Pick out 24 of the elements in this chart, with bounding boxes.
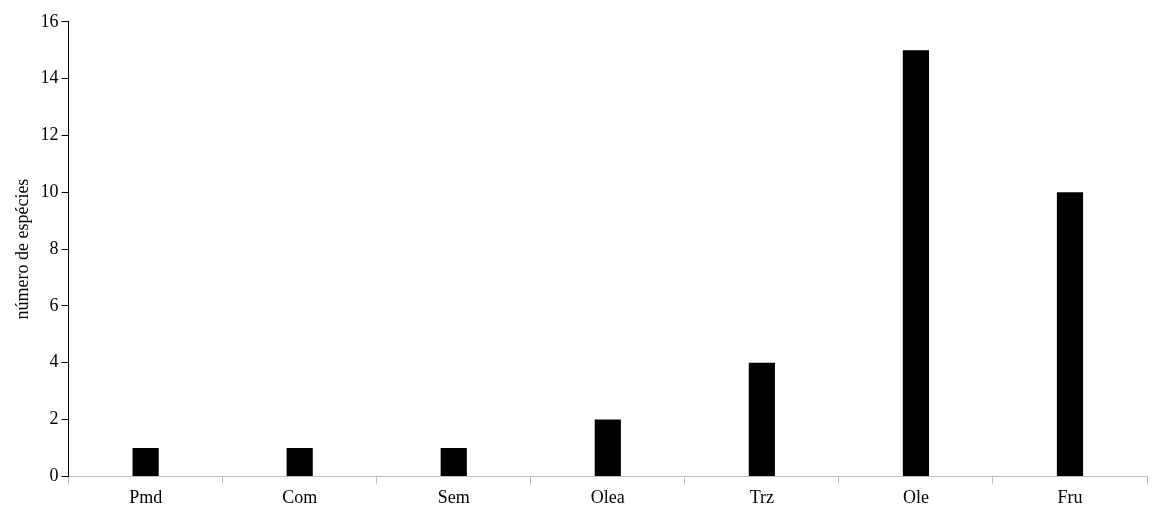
bar	[902, 50, 930, 476]
y-tick-label: 6	[49, 294, 59, 315]
y-tick-label: 10	[40, 181, 59, 202]
y-tick-label: 4	[49, 351, 59, 372]
bar	[286, 447, 313, 476]
y-tick-label: 2	[49, 408, 59, 429]
x-tick-label: Trz	[749, 486, 775, 507]
x-tick-label: Com	[282, 486, 318, 507]
bar	[748, 362, 775, 476]
bar	[594, 419, 621, 476]
x-tick-label: Fru	[1057, 486, 1083, 507]
y-axis-title: número de espécies	[11, 178, 32, 320]
y-tick-label: 12	[40, 124, 59, 145]
bar	[1056, 192, 1084, 476]
y-tick-label: 0	[49, 465, 59, 486]
bar	[132, 447, 159, 476]
bar	[440, 447, 467, 476]
y-tick-label: 14	[40, 67, 59, 88]
y-tick-label: 8	[49, 237, 59, 258]
x-tick-label: Pmd	[129, 486, 163, 507]
x-tick-label: Ole	[902, 486, 929, 507]
y-tick-label: 16	[40, 10, 59, 31]
x-tick-label: Olea	[590, 486, 625, 507]
x-tick-label: Sem	[437, 486, 470, 507]
